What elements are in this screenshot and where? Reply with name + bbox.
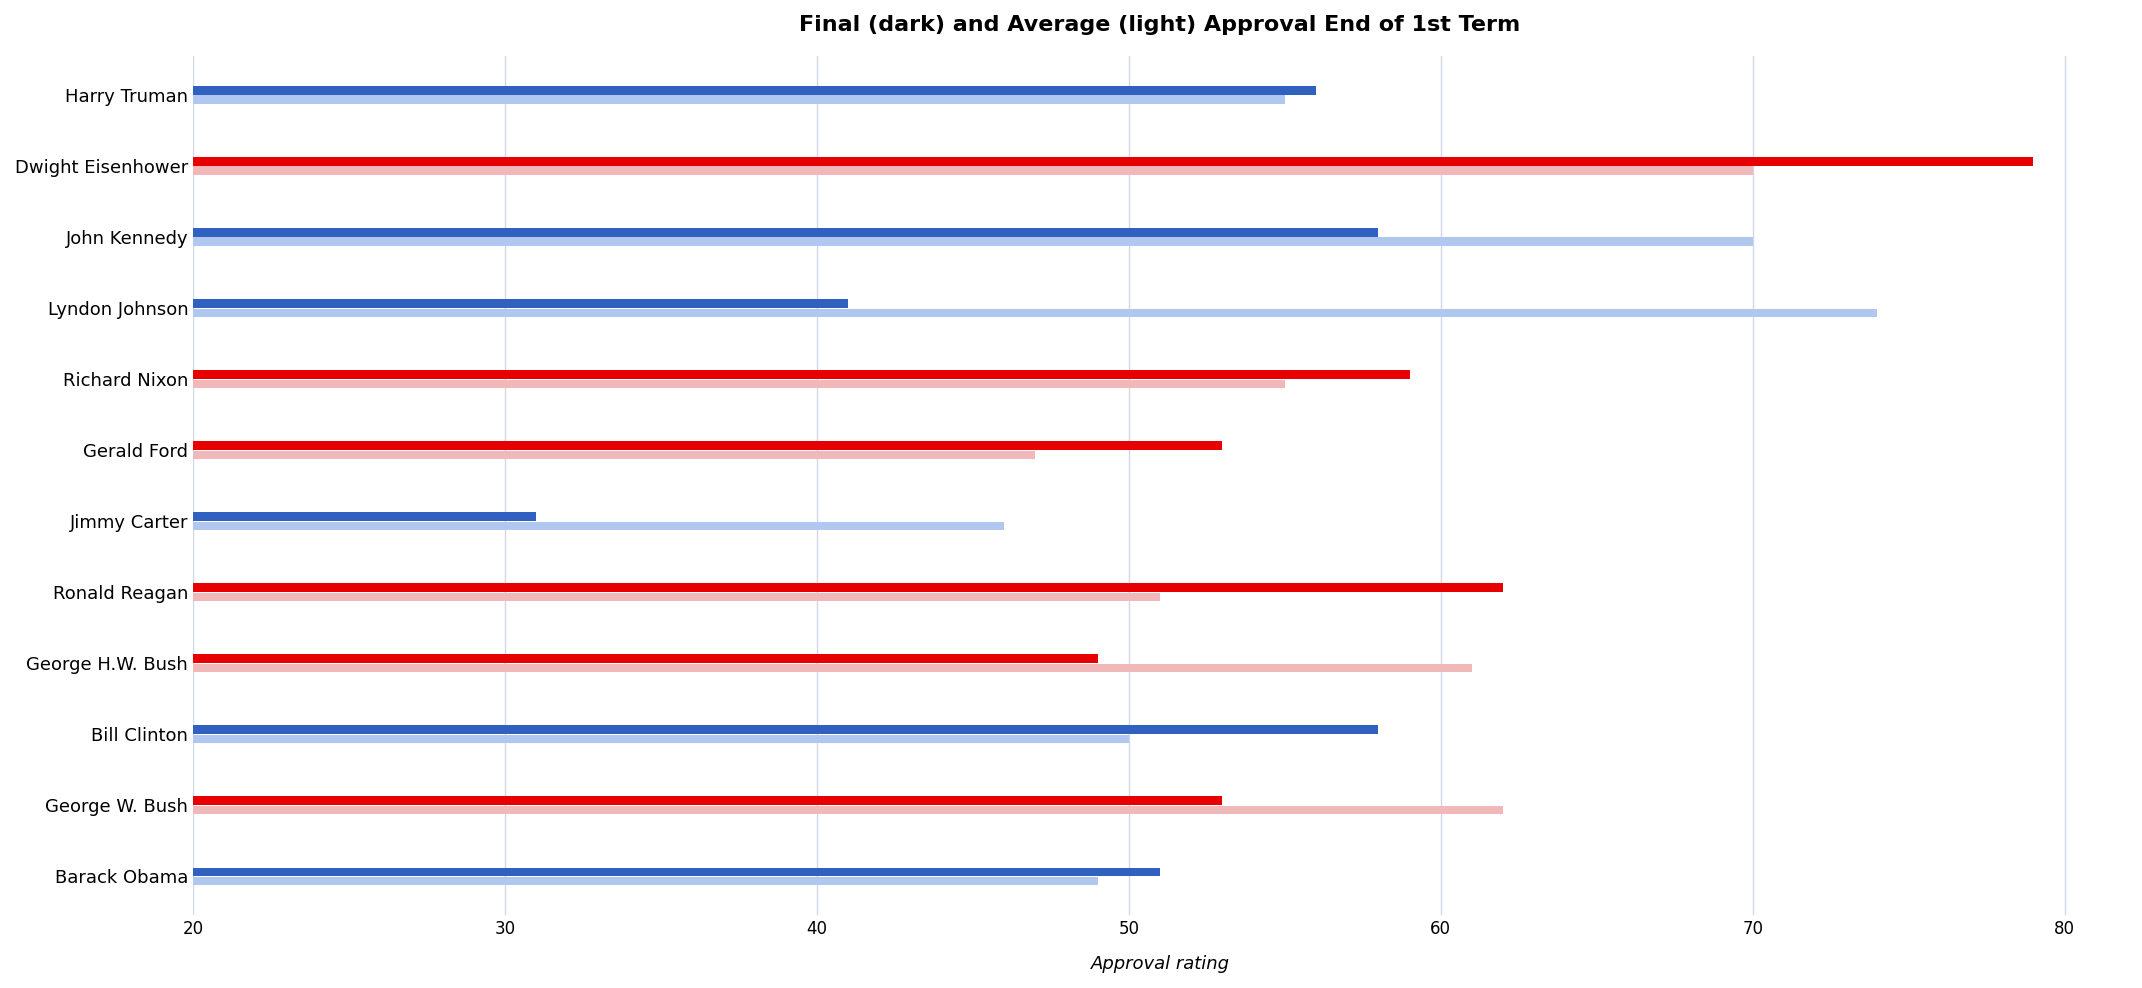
Bar <box>193 308 1879 317</box>
Bar <box>193 442 1223 450</box>
Bar <box>193 806 1504 814</box>
Bar <box>193 654 1097 663</box>
Bar <box>193 157 2033 166</box>
Bar <box>193 522 1005 531</box>
Title: Final (dark) and Average (light) Approval End of 1st Term: Final (dark) and Average (light) Approva… <box>799 15 1521 35</box>
Bar <box>193 379 1285 388</box>
Bar <box>193 299 848 308</box>
Bar <box>193 451 1035 459</box>
Bar <box>193 513 536 521</box>
Bar <box>193 237 1752 246</box>
Bar <box>193 725 1379 734</box>
Bar <box>193 735 1129 743</box>
Bar <box>193 593 1161 601</box>
Bar <box>193 370 1409 378</box>
Bar <box>193 228 1379 237</box>
Bar <box>193 86 1315 95</box>
Bar <box>193 867 1161 876</box>
Bar <box>193 166 1752 175</box>
Bar <box>193 796 1223 805</box>
Bar <box>193 96 1285 104</box>
X-axis label: Approval rating: Approval rating <box>1090 955 1230 973</box>
Bar <box>193 876 1097 885</box>
Bar <box>193 664 1472 672</box>
Bar <box>193 583 1504 592</box>
